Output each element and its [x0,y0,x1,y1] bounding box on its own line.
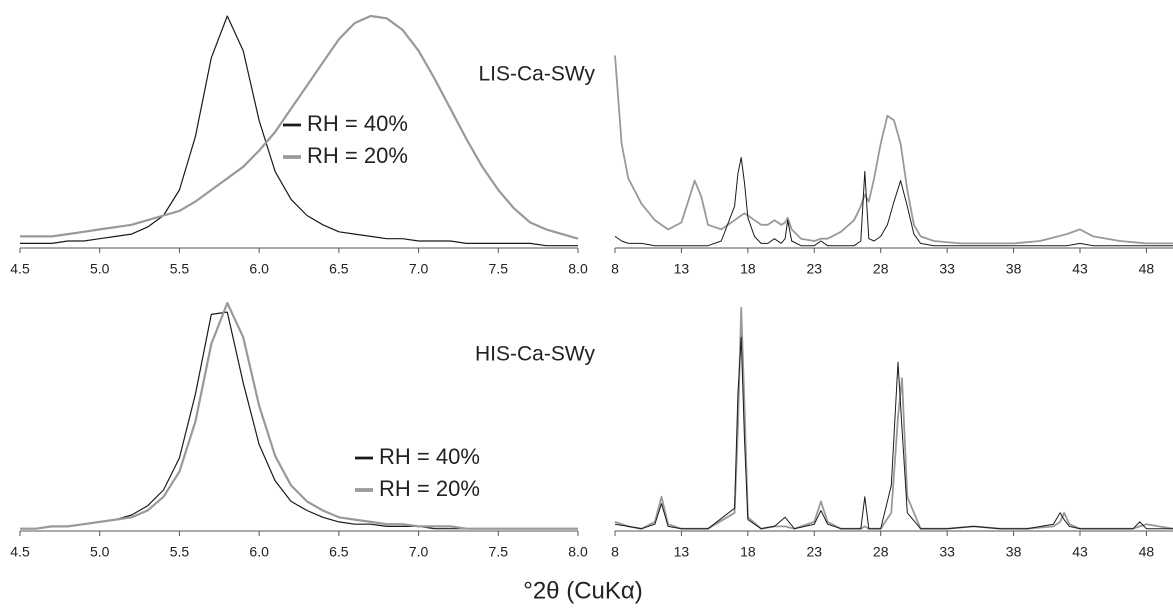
x-tick-label: 7.0 [409,544,429,560]
x-tick-label: 48 [1139,544,1155,560]
x-tick-label: 8 [611,261,619,277]
series-line [20,15,578,247]
x-tick-label: 18 [740,544,756,560]
series-line [20,301,578,530]
x-tick-label: 6.5 [329,261,349,277]
x-tick-label: 5.5 [170,544,190,560]
x-tick-label: 5.0 [90,261,110,277]
x-tick-label: 4.5 [10,544,30,560]
legend-label: RH = 20% [307,143,408,168]
x-tick-label: 7.5 [489,544,509,560]
x-tick-label: 33 [939,261,955,277]
x-tick-label: 48 [1139,261,1155,277]
x-tick-label: 38 [1006,261,1022,277]
x-tick-label: 13 [674,544,690,560]
legend-label: RH = 40% [379,444,480,469]
x-tick-label: 8.0 [568,544,588,560]
x-tick-label: 7.0 [409,261,429,277]
x-tick-label: 18 [740,261,756,277]
x-tick-label: 23 [806,544,822,560]
series-line [614,306,1173,530]
x-tick-label: 28 [873,544,889,560]
x-tick-label: 5.5 [170,261,190,277]
x-tick-label: 7.5 [489,261,509,277]
x-tick-label: 4.5 [10,261,30,277]
x-tick-label: 38 [1006,544,1022,560]
x-tick-label: 28 [873,261,889,277]
x-axis-title: °2θ (CuKα) [523,577,643,604]
sample-label: HIS-Ca-SWy [475,343,595,366]
x-tick-label: 43 [1072,544,1088,560]
series-line [614,157,1173,247]
series-line [614,336,1173,530]
x-tick-label: 23 [806,261,822,277]
x-tick-label: 33 [939,544,955,560]
x-tick-label: 8 [611,544,619,560]
x-tick-label: 13 [674,261,690,277]
x-tick-label: 6.0 [249,544,269,560]
x-tick-label: 8.0 [568,261,588,277]
series-line [20,14,579,240]
x-tick-label: 6.5 [329,544,349,560]
legend-label: RH = 40% [307,111,408,136]
x-tick-label: 43 [1072,261,1088,277]
x-tick-label: 6.0 [249,261,269,277]
legend-label: RH = 20% [379,476,480,501]
x-tick-label: 5.0 [90,544,110,560]
series-line [614,55,1173,245]
sample-label: LIS-Ca-SWy [479,63,596,86]
